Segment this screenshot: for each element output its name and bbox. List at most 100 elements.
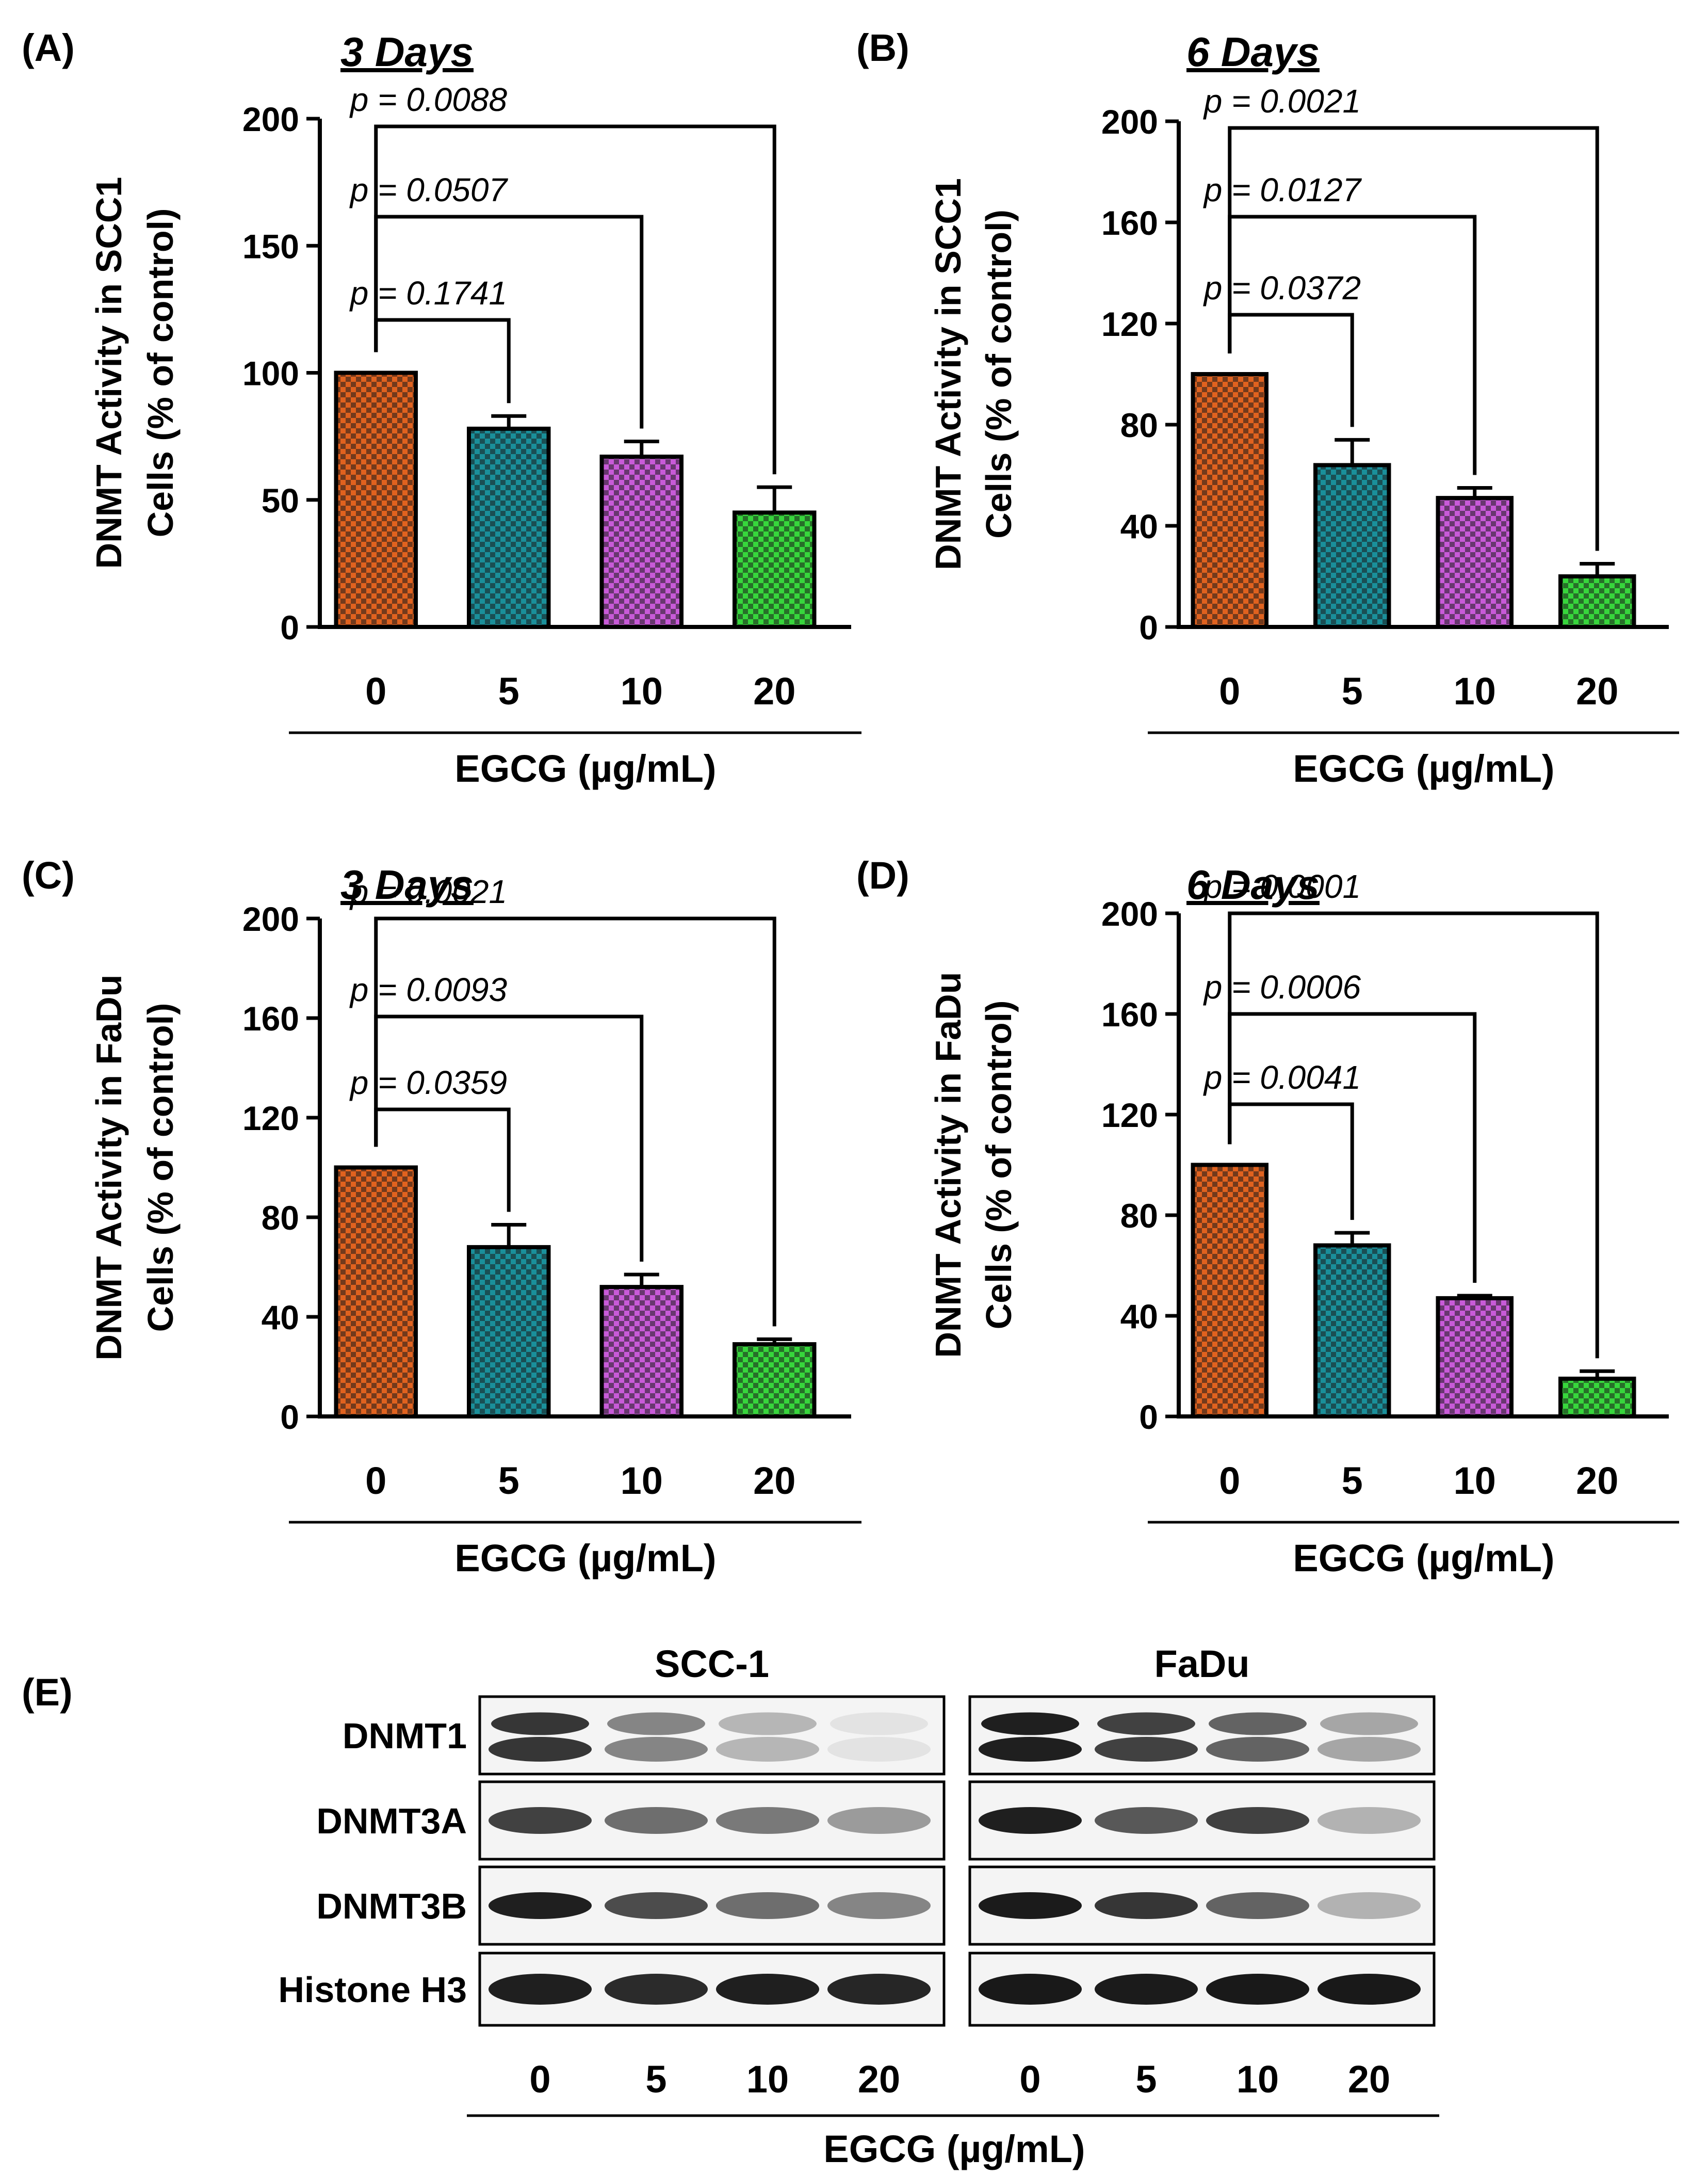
band xyxy=(1097,1712,1195,1735)
y-axis-label: DNMT Activity in SCC1 xyxy=(89,177,129,569)
band xyxy=(827,1974,931,2005)
band xyxy=(1317,1892,1421,1919)
y-tick-label: 200 xyxy=(242,900,299,938)
blot-row-label: Histone H3 xyxy=(278,1970,467,2010)
band xyxy=(491,1712,589,1735)
y-axis-label-2: Cells (% of control) xyxy=(140,208,181,538)
band xyxy=(1209,1712,1307,1735)
y-tick-label: 200 xyxy=(242,100,299,138)
p-value: p = 0.0507 xyxy=(349,171,509,208)
band xyxy=(979,1737,1082,1762)
band xyxy=(827,1892,931,1919)
blot-row-label: DNMT3B xyxy=(316,1886,467,1926)
blot-lane-label: 10 xyxy=(746,2058,789,2101)
y-axis-label-2: Cells (% of control) xyxy=(979,1001,1019,1330)
x-tick-label: 20 xyxy=(753,1459,795,1502)
band xyxy=(605,1807,708,1834)
y-axis-label: DNMT Activity in SCC1 xyxy=(928,178,968,570)
band xyxy=(979,1974,1082,2005)
p-value: p = 0.1741 xyxy=(349,275,507,312)
panel-label: (C) xyxy=(22,854,75,897)
panel-label: (D) xyxy=(856,854,909,897)
blot-x-label: EGCG (µg/mL) xyxy=(823,2127,1085,2170)
y-tick-label: 120 xyxy=(1101,1096,1158,1134)
band xyxy=(605,1974,708,2005)
bar-5 xyxy=(1313,1243,1391,1419)
x-axis-label: EGCG (µg/mL) xyxy=(1293,747,1554,790)
band xyxy=(981,1712,1079,1735)
bar-20 xyxy=(733,510,817,629)
blot-lane-label: 20 xyxy=(1348,2058,1390,2101)
band xyxy=(1095,1737,1198,1762)
bar-0 xyxy=(1191,1163,1268,1419)
bar-10 xyxy=(1436,1296,1514,1419)
y-tick-label: 0 xyxy=(1139,608,1158,647)
y-tick-label: 200 xyxy=(1101,103,1158,141)
bar-20 xyxy=(1558,574,1636,629)
panel-label: (E) xyxy=(22,1671,73,1714)
bar-5 xyxy=(467,426,551,629)
chart-title: 6 Days xyxy=(1186,29,1320,75)
x-tick-label: 5 xyxy=(498,670,519,713)
y-axis-label: DNMT Activity in FaDu xyxy=(89,975,129,1361)
y-tick-label: 50 xyxy=(262,481,299,520)
band xyxy=(830,1712,928,1735)
band xyxy=(489,1974,592,2005)
panel-label: (A) xyxy=(22,26,75,69)
band xyxy=(1095,1974,1198,2005)
x-tick-label: 0 xyxy=(365,670,386,713)
p-value: p = 0.0093 xyxy=(349,971,508,1008)
y-tick-label: 0 xyxy=(280,1398,299,1436)
significance-bracket xyxy=(374,124,776,475)
band xyxy=(716,1974,819,2005)
y-axis-label-2: Cells (% of control) xyxy=(979,209,1019,539)
blot-lane-label: 0 xyxy=(529,2058,550,2101)
y-tick-label: 160 xyxy=(1101,204,1158,242)
chart-title: 3 Days xyxy=(340,29,474,75)
band xyxy=(489,1807,592,1834)
y-tick-label: 0 xyxy=(280,608,299,647)
band xyxy=(489,1737,592,1762)
x-tick-label: 0 xyxy=(365,1459,386,1502)
bar-10 xyxy=(1436,496,1514,629)
blot-row-label: DNMT3A xyxy=(316,1801,467,1841)
band xyxy=(489,1892,592,1919)
y-tick-label: 100 xyxy=(242,354,299,393)
bar-0 xyxy=(334,370,418,629)
band xyxy=(1206,1974,1309,2005)
y-axis-label-2: Cells (% of control) xyxy=(140,1003,181,1332)
y-tick-label: 40 xyxy=(1120,507,1158,545)
band xyxy=(979,1892,1082,1919)
p-value: p = 0.0041 xyxy=(1203,1059,1361,1096)
band xyxy=(1317,1807,1421,1834)
band xyxy=(979,1807,1082,1834)
y-tick-label: 80 xyxy=(1120,1197,1158,1235)
band xyxy=(1317,1737,1421,1762)
chart-title: 6 Days xyxy=(1186,862,1320,908)
x-tick-label: 0 xyxy=(1219,670,1240,713)
x-tick-label: 5 xyxy=(1342,1459,1363,1502)
p-value: p = 0.0006 xyxy=(1203,969,1361,1006)
p-value: p = 0.0127 xyxy=(1203,171,1362,208)
bar-10 xyxy=(599,455,684,630)
bar-5 xyxy=(467,1245,551,1419)
blot-strip xyxy=(478,1695,946,1776)
blot-lane-label: 0 xyxy=(1019,2058,1040,2101)
band xyxy=(607,1712,705,1735)
p-value: p = 0.0021 xyxy=(1203,83,1361,120)
band xyxy=(827,1807,931,1834)
significance-bracket xyxy=(374,916,776,1327)
y-tick-label: 80 xyxy=(1120,406,1158,444)
x-tick-label: 5 xyxy=(1342,670,1363,713)
y-tick-label: 120 xyxy=(242,1099,299,1137)
panel-label: (B) xyxy=(856,26,909,69)
blot-lane-label: 20 xyxy=(858,2058,900,2101)
x-tick-label: 10 xyxy=(1454,1459,1496,1502)
y-tick-label: 150 xyxy=(242,227,299,265)
bar-10 xyxy=(599,1285,684,1419)
x-axis-label: EGCG (µg/mL) xyxy=(1293,1537,1554,1579)
